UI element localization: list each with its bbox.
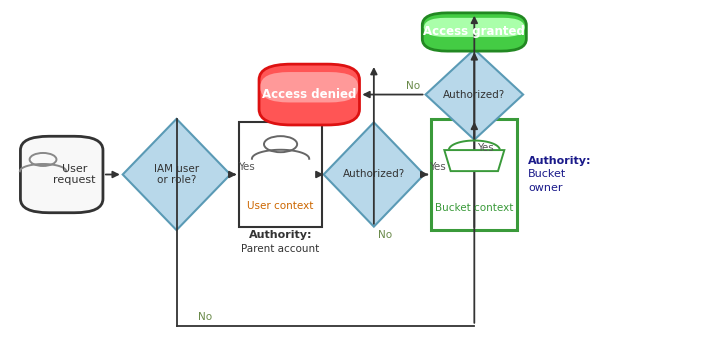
Text: owner: owner [528,184,563,193]
FancyBboxPatch shape [259,64,360,125]
Text: Authority:: Authority: [528,156,592,165]
Text: Bucket context: Bucket context [435,202,513,213]
Polygon shape [426,49,523,140]
Text: User context: User context [247,201,313,211]
FancyBboxPatch shape [20,136,103,213]
Text: Yes: Yes [238,162,255,172]
Text: Bucket: Bucket [528,170,567,179]
Bar [239,122,322,227]
Text: User
request: User request [53,164,96,185]
Text: IAM user
or role?: IAM user or role? [154,164,199,185]
Text: No: No [406,81,420,91]
Text: Access granted: Access granted [423,25,526,38]
Text: Authorized?: Authorized? [343,170,405,179]
Text: Authorized?: Authorized? [443,90,505,99]
Bar [431,119,518,230]
Text: Authority:: Authority: [249,230,312,240]
Polygon shape [444,150,504,171]
Text: No: No [378,230,393,240]
Polygon shape [123,119,230,230]
Text: Yes: Yes [429,162,445,172]
Text: Yes: Yes [477,143,494,154]
Text: Access denied: Access denied [262,88,357,101]
FancyBboxPatch shape [423,18,525,37]
Polygon shape [324,122,424,227]
Text: Parent account: Parent account [242,244,320,254]
FancyBboxPatch shape [260,72,358,103]
Text: No: No [198,312,212,322]
FancyBboxPatch shape [422,13,526,51]
